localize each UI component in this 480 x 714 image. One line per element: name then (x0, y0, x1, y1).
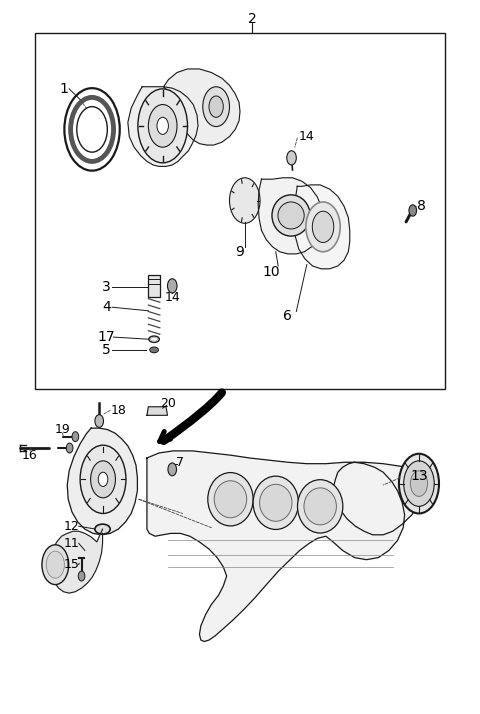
Text: 16: 16 (21, 448, 37, 462)
Ellipse shape (151, 338, 157, 341)
Ellipse shape (278, 202, 304, 229)
Text: 5: 5 (102, 343, 111, 357)
Text: 15: 15 (64, 558, 80, 571)
Circle shape (399, 453, 439, 513)
Polygon shape (128, 86, 198, 166)
Ellipse shape (304, 488, 336, 525)
Circle shape (157, 117, 168, 134)
Polygon shape (147, 451, 426, 641)
Ellipse shape (253, 476, 299, 530)
Ellipse shape (152, 348, 156, 352)
Circle shape (287, 151, 296, 165)
Ellipse shape (306, 202, 340, 252)
Circle shape (203, 86, 229, 126)
Circle shape (98, 472, 108, 486)
Circle shape (410, 471, 428, 496)
Text: 9: 9 (236, 245, 244, 258)
Circle shape (209, 96, 223, 117)
Circle shape (404, 461, 434, 506)
Circle shape (409, 205, 417, 216)
Circle shape (72, 432, 79, 442)
Circle shape (138, 89, 188, 163)
Ellipse shape (208, 473, 253, 526)
Polygon shape (67, 428, 137, 535)
Circle shape (77, 106, 108, 152)
Polygon shape (293, 185, 350, 268)
Circle shape (46, 551, 64, 578)
Ellipse shape (298, 480, 343, 533)
Polygon shape (50, 529, 103, 593)
Bar (148, 275, 160, 296)
Polygon shape (164, 69, 240, 145)
Text: 3: 3 (102, 281, 111, 294)
Circle shape (66, 443, 73, 453)
Ellipse shape (260, 484, 292, 521)
Circle shape (64, 88, 120, 171)
Ellipse shape (150, 347, 158, 353)
Circle shape (78, 571, 85, 581)
Text: 17: 17 (97, 330, 115, 344)
Text: 18: 18 (110, 404, 126, 417)
Bar (35, 34, 445, 389)
Text: 6: 6 (283, 309, 292, 323)
Text: 13: 13 (410, 469, 428, 483)
Text: 8: 8 (417, 199, 426, 213)
Ellipse shape (272, 195, 310, 236)
Text: 7: 7 (176, 456, 184, 469)
Ellipse shape (95, 524, 110, 534)
Text: 14: 14 (299, 130, 315, 143)
Circle shape (148, 104, 177, 147)
Text: 1: 1 (59, 82, 68, 96)
Ellipse shape (149, 336, 159, 343)
Text: 19: 19 (55, 423, 71, 436)
Text: 2: 2 (248, 12, 256, 26)
Text: 20: 20 (160, 397, 176, 410)
Polygon shape (258, 178, 323, 254)
Ellipse shape (312, 211, 334, 243)
Ellipse shape (214, 481, 247, 518)
Text: 12: 12 (64, 520, 80, 533)
Circle shape (42, 545, 69, 585)
Circle shape (91, 461, 116, 498)
Circle shape (95, 415, 104, 428)
Polygon shape (147, 407, 168, 416)
Text: 11: 11 (64, 537, 80, 550)
Text: 4: 4 (102, 300, 111, 314)
Text: 10: 10 (262, 265, 280, 278)
Circle shape (168, 278, 177, 293)
Text: 14: 14 (164, 291, 180, 304)
Circle shape (168, 463, 177, 476)
Circle shape (80, 446, 126, 513)
Circle shape (229, 178, 260, 223)
